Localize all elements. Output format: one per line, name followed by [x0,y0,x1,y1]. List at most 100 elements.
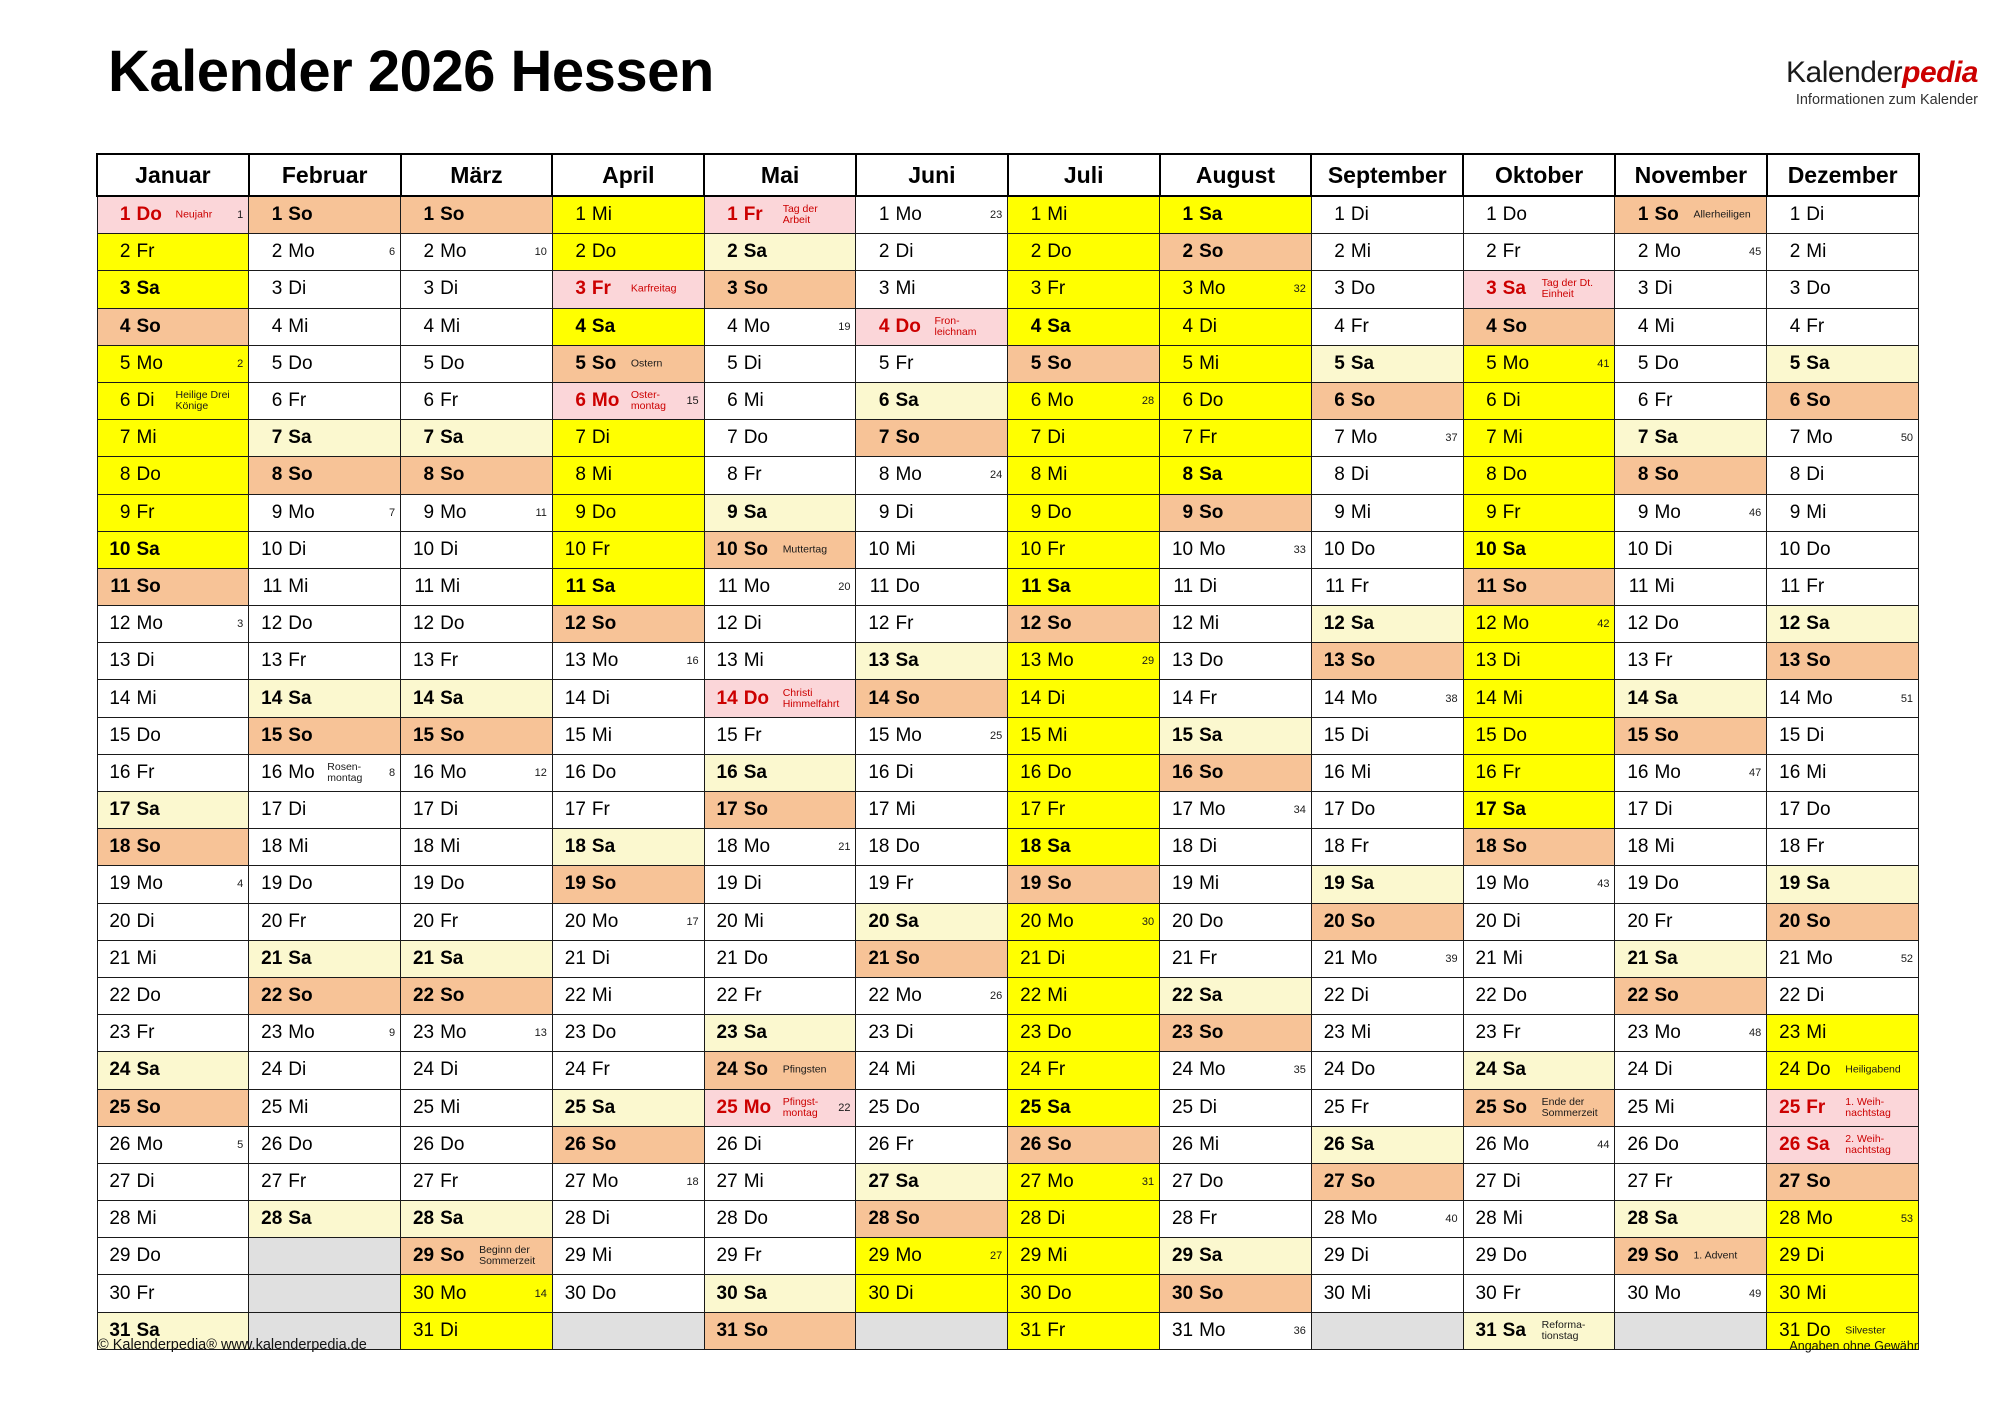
day-cell[interactable]: 27 Mi [703,1162,857,1202]
day-cell[interactable]: 23 Do [551,1014,705,1053]
day-cell[interactable]: 19 Mo 43 [1462,865,1616,904]
day-cell[interactable]: 3 So [703,270,857,309]
day-cell[interactable]: 25 Mi [1614,1088,1768,1127]
day-cell[interactable]: 4 Mi [1614,307,1768,346]
day-cell[interactable]: 22 Mi [551,976,705,1016]
day-cell[interactable]: 19 Sa [1310,865,1464,904]
day-cell[interactable]: 19 So [1007,865,1161,904]
day-cell[interactable]: 18 So [1462,828,1616,867]
day-cell[interactable]: 17 Mo 34 [1159,790,1312,830]
day-cell[interactable]: 2 Di [855,233,1009,272]
day-cell[interactable]: 11 Fr [1310,567,1464,607]
day-cell[interactable]: 20 Fr [248,902,402,941]
day-cell[interactable]: 17 Di [400,790,553,830]
day-cell[interactable]: 5 Mo 2 [96,344,250,383]
day-cell[interactable]: 7 Di [1007,419,1161,458]
day-cell[interactable]: 6 Fr [248,381,402,421]
day-cell[interactable]: 15 So [1614,716,1768,755]
day-cell[interactable]: 13 Di [1462,642,1616,681]
day-cell[interactable]: 1 So [400,195,553,235]
day-cell[interactable]: 17 Fr [1007,790,1161,830]
day-cell[interactable]: 1 So Allerheiligen [1614,195,1768,235]
day-cell[interactable]: 16 Mi [1766,753,1920,793]
day-cell[interactable]: 27 So [1310,1162,1464,1202]
day-cell[interactable]: 12 Do [1614,605,1768,644]
day-cell[interactable]: 11 Mi [1614,567,1768,607]
day-cell[interactable]: 12 Fr [855,605,1009,644]
day-cell[interactable]: 17 So [703,790,857,830]
day-cell[interactable]: 7 Mi [96,419,250,458]
day-cell[interactable]: 14 Di [1007,679,1161,718]
day-cell[interactable]: 26 Mi [1159,1125,1312,1164]
day-cell[interactable]: 24 Di [400,1051,553,1090]
day-cell[interactable]: 20 So [1310,902,1464,941]
day-cell[interactable]: 25 Mi [248,1088,402,1127]
day-cell[interactable]: 7 Sa [400,419,553,458]
day-cell[interactable]: 25 Sa [1007,1088,1161,1127]
day-cell[interactable]: 22 So [248,976,402,1016]
day-cell[interactable]: 1 Do [1462,195,1616,235]
day-cell[interactable]: 21 Mi [96,939,250,978]
day-cell[interactable]: 25 So [96,1088,250,1127]
day-cell[interactable]: 4 Fr [1310,307,1464,346]
day-cell[interactable]: 3 Fr [1007,270,1161,309]
day-cell[interactable]: 27 Do [1159,1162,1312,1202]
day-cell[interactable]: 5 Mi [1159,344,1312,383]
day-cell[interactable]: 8 Mi [1007,456,1161,495]
day-cell[interactable]: 30 So [1159,1274,1312,1313]
day-cell[interactable]: 7 Sa [248,419,402,458]
day-cell[interactable]: 27 Di [1462,1162,1616,1202]
day-cell[interactable]: 24 Fr [1007,1051,1161,1090]
day-cell[interactable]: 13 So [1766,642,1920,681]
day-cell[interactable]: 1 Mo 23 [855,195,1009,235]
day-cell[interactable]: 4 Sa [551,307,705,346]
day-cell[interactable]: 28 Do [703,1200,857,1239]
day-cell[interactable]: 15 Do [96,716,250,755]
day-cell[interactable]: 1 Mi [1007,195,1161,235]
day-cell[interactable]: 23 So [1159,1014,1312,1053]
day-cell[interactable]: 7 Mo 50 [1766,419,1920,458]
day-cell[interactable]: 9 So [1159,493,1312,532]
day-cell[interactable]: 24 Do Heiligabend [1766,1051,1920,1090]
day-cell[interactable]: 5 So Ostern [551,344,705,383]
day-cell[interactable]: 27 Fr [400,1162,553,1202]
day-cell[interactable]: 1 So [248,195,402,235]
day-cell[interactable]: 7 Mo 37 [1310,419,1464,458]
day-cell[interactable]: 15 So [400,716,553,755]
day-cell[interactable]: 11 Mi [248,567,402,607]
day-cell[interactable]: 30 Sa [703,1274,857,1313]
day-cell[interactable]: 17 Fr [551,790,705,830]
day-cell[interactable]: 7 Do [703,419,857,458]
day-cell[interactable]: 8 Mi [551,456,705,495]
day-cell[interactable]: 3 Mi [855,270,1009,309]
day-cell[interactable]: 1 Di [1310,195,1464,235]
day-cell[interactable]: 13 Mo 29 [1007,642,1161,681]
day-cell[interactable]: 23 Fr [96,1014,250,1053]
day-cell[interactable]: 22 So [1614,976,1768,1016]
day-cell[interactable]: 5 Mo 41 [1462,344,1616,383]
day-cell[interactable]: 15 Do [1462,716,1616,755]
day-cell[interactable]: 15 Mi [1007,716,1161,755]
day-cell[interactable]: 2 Mo 10 [400,233,553,272]
day-cell[interactable]: 30 Mi [1766,1274,1920,1313]
day-cell[interactable]: 6 So [1310,381,1464,421]
day-cell[interactable]: 12 Do [400,605,553,644]
day-cell[interactable]: 29 Mi [551,1237,705,1276]
day-cell[interactable]: 4 Mi [248,307,402,346]
day-cell[interactable]: 16 Fr [1462,753,1616,793]
day-cell[interactable]: 1 Do Neujahr 1 [96,195,250,235]
day-cell[interactable]: 28 Sa [248,1200,402,1239]
day-cell[interactable]: 19 Mi [1159,865,1312,904]
day-cell[interactable]: 10 Mi [855,530,1009,569]
day-cell[interactable]: 10 Fr [551,530,705,569]
day-cell[interactable]: 25 Mi [400,1088,553,1127]
day-cell[interactable]: 18 Do [855,828,1009,867]
day-cell[interactable]: 2 Mo 45 [1614,233,1768,272]
day-cell[interactable]: 6 Mi [703,381,857,421]
day-cell[interactable]: 15 Mi [551,716,705,755]
day-cell[interactable]: 29 Fr [703,1237,857,1276]
day-cell[interactable]: 29 Sa [1159,1237,1312,1276]
day-cell[interactable]: 17 Di [1614,790,1768,830]
day-cell[interactable]: 14 Do Christi Himmelfahrt [703,679,857,718]
day-cell[interactable]: 8 Di [1766,456,1920,495]
